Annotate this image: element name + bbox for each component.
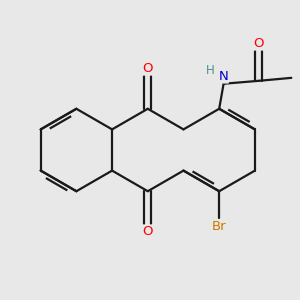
Text: O: O (142, 225, 153, 238)
Text: H: H (206, 64, 215, 77)
Text: O: O (142, 62, 153, 75)
Text: N: N (219, 70, 229, 83)
Text: Br: Br (212, 220, 226, 233)
Text: O: O (254, 37, 264, 50)
